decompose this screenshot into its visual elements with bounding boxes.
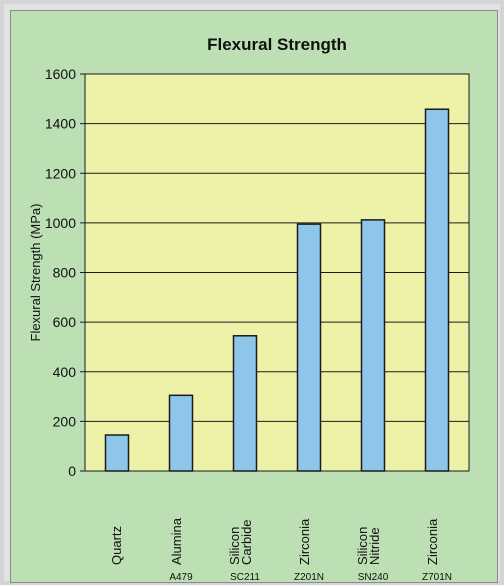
flexural-strength-chart: Flexural Strength 0 200 400 600 800 1000 1200 14…	[28, 35, 470, 582]
y-tick-label: 1200	[45, 165, 76, 181]
x-category-label: Zirconia	[297, 518, 312, 565]
x-category-code: SN240	[358, 572, 389, 582]
y-tick-label: 1000	[45, 215, 76, 231]
x-category-code: Z201N	[294, 572, 324, 582]
x-category-label: Zirconia	[425, 518, 440, 565]
x-category-code: Z701N	[422, 572, 452, 582]
x-category-code: SC211	[230, 572, 260, 582]
bar	[360, 219, 386, 472]
y-tick-label: 0	[68, 463, 76, 479]
y-tick-label: 1600	[45, 66, 76, 82]
x-category-label: Nitride	[367, 527, 382, 565]
x-category-label: Silicon	[355, 527, 370, 565]
bar	[296, 223, 322, 472]
x-category-label: Alumina	[169, 517, 184, 565]
x-category-label: Quartz	[109, 526, 124, 565]
y-axis-label: Flexural Strength (MPa)	[28, 204, 43, 342]
x-category-label: Silicon	[227, 527, 242, 565]
chart-title: Flexural Strength	[207, 35, 347, 54]
y-tick-label: 800	[53, 265, 77, 281]
bar	[168, 394, 194, 472]
bar	[104, 434, 130, 472]
x-category-code: A479	[169, 572, 193, 582]
y-tick-label: 200	[53, 413, 77, 429]
y-tick-label: 400	[53, 364, 77, 380]
x-category-label: Carbide	[239, 519, 254, 565]
y-tick-label: 1400	[45, 116, 76, 132]
bar	[232, 335, 258, 472]
chart-panel: Flexural Strength 0 200 400 600 800 1000 1200 14…	[10, 10, 498, 583]
y-tick-label: 600	[53, 314, 77, 330]
bar	[424, 108, 450, 472]
